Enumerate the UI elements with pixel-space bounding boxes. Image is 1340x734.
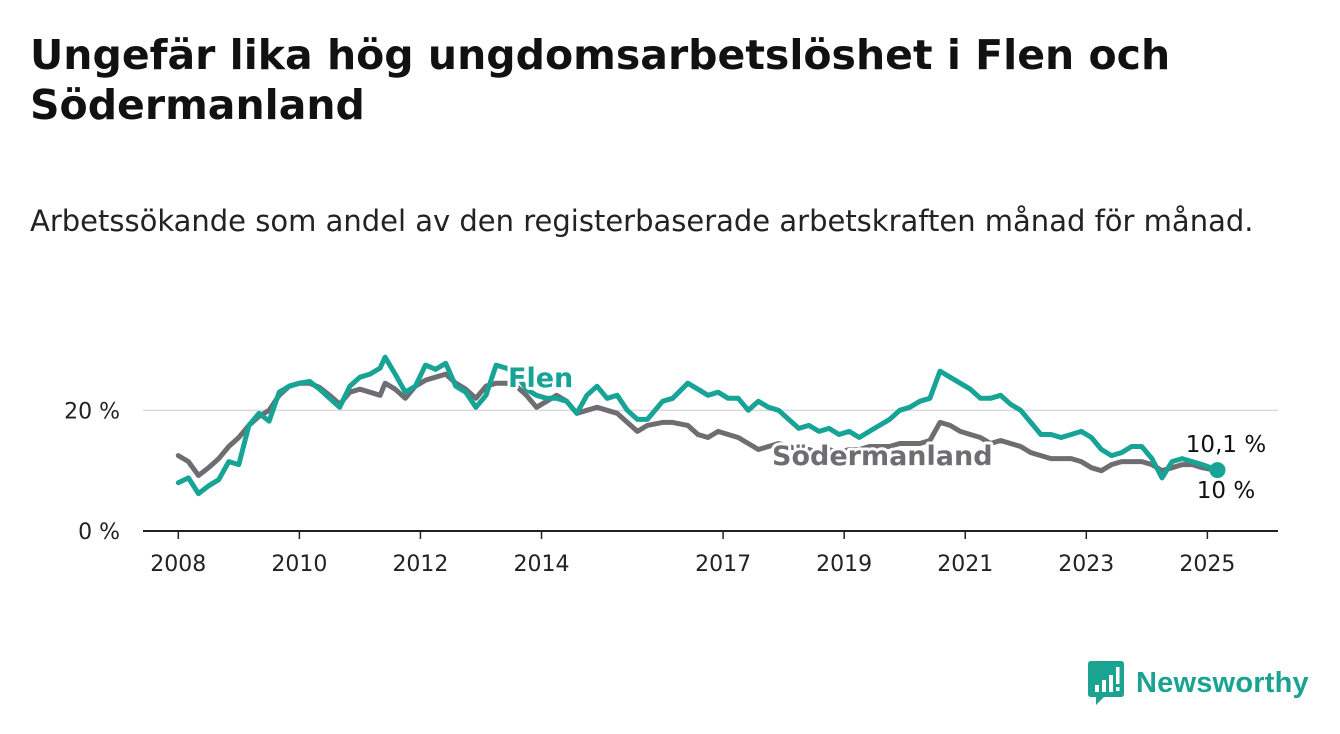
y-tick-label: 20 %: [64, 399, 120, 424]
x-tick-label: 2023: [1058, 552, 1114, 577]
x-tick-label: 2025: [1179, 552, 1235, 577]
x-tick-label: 2014: [514, 552, 570, 577]
x-tick-label: 2017: [695, 552, 751, 577]
flen-end-marker: [1209, 462, 1226, 479]
series-line-sodermanland: [175, 371, 1220, 478]
chart-subtitle: Arbetssökande som andel av den registerb…: [30, 204, 1254, 238]
line-chart: 0 % 20 % 2008 2010 2012 2014 2017 2019 2021 2023…: [64, 354, 1278, 577]
series-line-flen: [175, 354, 1220, 497]
newsworthy-brand: Newsworthy: [1088, 660, 1309, 706]
x-tick-label: 2019: [816, 552, 872, 577]
x-tick-label: 2010: [271, 552, 327, 577]
x-axis: 2008 2010 2012 2014 2017 2019 2021 2023 2025: [143, 530, 1278, 577]
x-tick-label: 2008: [150, 552, 206, 577]
end-value-label-sodermanland: 10 %: [1197, 478, 1255, 504]
newsworthy-logo-icon: [1088, 661, 1124, 705]
y-axis-tick-labels: 0 % 20 %: [64, 399, 120, 545]
series-label-flen: Flen: [508, 363, 573, 394]
chart-title: Ungefär lika hög ungdomsarbetslöshet i F…: [30, 31, 1171, 129]
series-labels: Flen Södermanland 10,1 % 10 %: [505, 360, 1269, 507]
series-lines: [175, 354, 1226, 497]
brand-name: Newsworthy: [1136, 666, 1309, 699]
x-tick-label: 2012: [392, 552, 448, 577]
end-value-label-flen: 10,1 %: [1186, 432, 1266, 458]
x-tick-label: 2021: [937, 552, 993, 577]
y-tick-label: 0 %: [78, 520, 120, 545]
series-label-sodermanland: Södermanland: [772, 441, 993, 472]
